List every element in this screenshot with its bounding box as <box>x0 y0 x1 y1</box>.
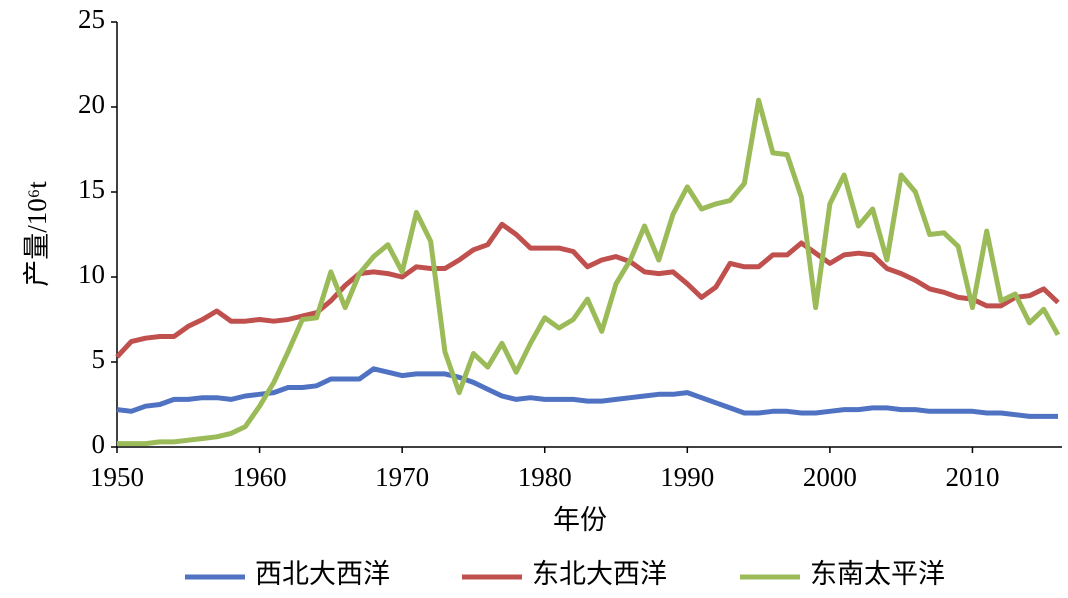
legend-label: 东南太平洋 <box>810 559 945 589</box>
series-line <box>117 97 1061 447</box>
x-tick-label: 1960 <box>233 462 287 492</box>
y-axis-label: 产量/10⁶t <box>22 181 52 287</box>
y-tick-label: 10 <box>78 259 105 289</box>
y-tick-label: 5 <box>92 344 106 374</box>
y-tick-label: 25 <box>78 4 105 34</box>
x-tick-label: 1950 <box>90 462 144 492</box>
y-tick-label: 20 <box>78 89 105 119</box>
x-tick-label: 1990 <box>660 462 714 492</box>
y-tick-label: 0 <box>92 429 106 459</box>
legend-label: 东北大西洋 <box>532 559 667 589</box>
series-line <box>115 221 1060 359</box>
legend-label: 西北大西洋 <box>255 559 390 589</box>
series-line <box>116 366 1058 419</box>
x-tick-label: 2010 <box>945 462 999 492</box>
x-axis-label: 年份 <box>553 505 607 535</box>
x-tick-label: 1980 <box>518 462 572 492</box>
x-tick-label: 2000 <box>803 462 857 492</box>
y-tick-label: 15 <box>78 174 105 204</box>
x-tick-label: 1970 <box>375 462 429 492</box>
